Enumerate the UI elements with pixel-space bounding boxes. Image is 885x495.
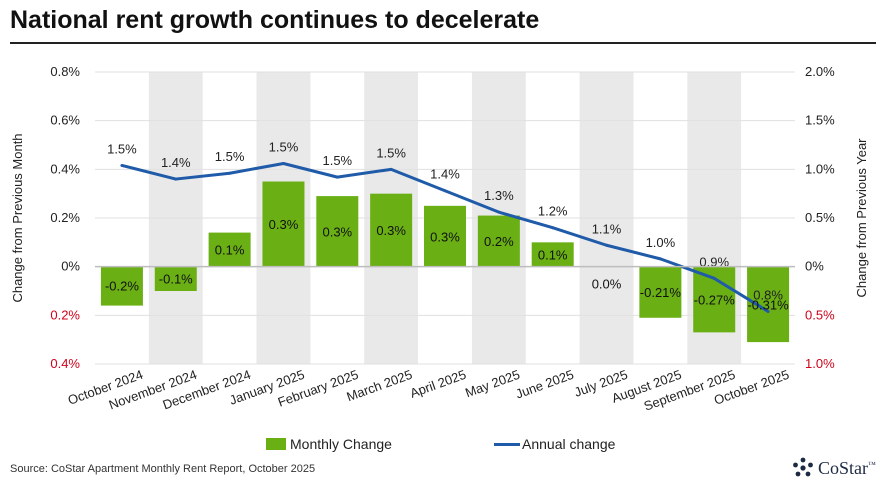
line-data-label: 1.0%: [646, 235, 676, 250]
y2-tick-label: 2.0%: [805, 64, 835, 79]
bar: [477, 215, 520, 267]
bar-data-label: 0.3%: [376, 223, 406, 238]
y-tick-label: 0%: [61, 259, 80, 274]
line-point: [443, 189, 447, 193]
data-labels: -0.2% -0.1% 0.1% 0.3% 0.3% 0.3% 0.3% 0.2% 0.1% 0.…: [105, 139, 789, 312]
x-tick-label: May 2025: [463, 367, 522, 401]
line-data-label: 1.4%: [161, 155, 191, 170]
bar: [208, 232, 251, 267]
y-tick-label: 0.2%: [50, 210, 80, 225]
legend-label-monthly: Monthly Change: [290, 436, 392, 452]
source-note: Source: CoStar Apartment Monthly Rent Re…: [10, 463, 316, 475]
bar-data-label: 0.3%: [430, 229, 460, 244]
chart-canvas: -0.2% -0.1% 0.1% 0.3% 0.3% 0.3% 0.3% 0.2% 0.1% 0.…: [10, 64, 869, 414]
line-point: [712, 276, 716, 280]
legend: Monthly Change Annual change: [0, 436, 885, 456]
bar: [154, 266, 197, 291]
line-point: [605, 243, 609, 247]
legend-swatch-bar: [266, 438, 286, 450]
chart-title: National rent growth continues to decele…: [10, 6, 540, 34]
y-tick-label: 0.2%: [50, 307, 80, 322]
logo-trademark: ™: [868, 459, 876, 469]
bar: [100, 266, 143, 306]
bar: [262, 181, 305, 267]
line-data-label: 1.3%: [484, 188, 514, 203]
costar-star-icon: [793, 457, 813, 477]
line-data-label: 1.2%: [538, 204, 568, 219]
line-point: [281, 161, 285, 165]
line-data-label: 1.1%: [592, 221, 622, 236]
line-data-label: 1.4%: [430, 167, 460, 182]
legend-item-monthly: Monthly Change: [266, 436, 392, 452]
y-tick-label: 0.4%: [50, 161, 80, 176]
bar-data-label: -0.21%: [640, 285, 682, 300]
legend-item-annual: Annual change: [494, 436, 615, 452]
bar-data-label: 0.3%: [269, 217, 299, 232]
y2-tick-label: 1.0%: [805, 161, 835, 176]
y2-tick-label: 0.5%: [805, 210, 835, 225]
line-point: [389, 167, 393, 171]
line-data-label: 0.8%: [753, 287, 783, 302]
x-tick-label: June 2025: [514, 367, 576, 402]
line-point: [335, 175, 339, 179]
y2-axis-title: Change from Previous Year: [854, 138, 869, 298]
line-data-label: 1.5%: [215, 149, 245, 164]
bar: [639, 266, 682, 318]
y2-tick-label: 1.5%: [805, 113, 835, 128]
costar-logo: CoStar™: [792, 457, 876, 479]
bar-data-label: 0.1%: [215, 243, 245, 258]
bar: [316, 196, 359, 267]
y-tick-label: 0.4%: [50, 356, 80, 371]
line-data-label: 1.5%: [376, 145, 406, 160]
line-point: [551, 226, 555, 230]
line-data-label: 1.5%: [269, 139, 299, 154]
bar-data-label: -0.27%: [694, 293, 736, 308]
y2-tick-label: 1.0%: [805, 356, 835, 371]
bar-data-label: 0.2%: [484, 234, 514, 249]
line-data-label: 0.9%: [699, 254, 729, 269]
line-point: [497, 210, 501, 214]
y2-tick-label: 0.5%: [805, 307, 835, 322]
bar-data-label: -0.1%: [159, 272, 193, 287]
bar: [370, 193, 413, 267]
line-point: [120, 163, 124, 167]
bar-data-label: -0.31%: [747, 297, 789, 312]
y2-tick-label: 0%: [805, 259, 824, 274]
bar: [531, 242, 574, 267]
bar-series: [100, 181, 790, 343]
line-point: [766, 309, 770, 313]
line-point: [174, 177, 178, 181]
y-tick-label: 0.8%: [50, 64, 80, 79]
bar-data-label: 0.3%: [322, 224, 352, 239]
bar-data-label: 0.1%: [538, 248, 568, 263]
line-series: [120, 161, 770, 313]
line-data-label: 1.5%: [322, 153, 352, 168]
bar-data-label: 0.0%: [592, 277, 622, 292]
y-axis-title: Change from Previous Month: [10, 133, 25, 302]
legend-label-annual: Annual change: [522, 436, 616, 452]
line-point: [228, 171, 232, 175]
legend-swatch-line: [494, 442, 520, 446]
title-rule: [10, 42, 876, 44]
logo-text: CoStar: [818, 457, 869, 478]
x-tick-label: April 2025: [408, 367, 468, 401]
bar-data-label: -0.2%: [105, 279, 139, 294]
bar: [424, 205, 466, 267]
line-data-label: 1.5%: [107, 141, 137, 156]
line-point: [658, 257, 662, 261]
y-tick-label: 0.6%: [50, 113, 80, 128]
